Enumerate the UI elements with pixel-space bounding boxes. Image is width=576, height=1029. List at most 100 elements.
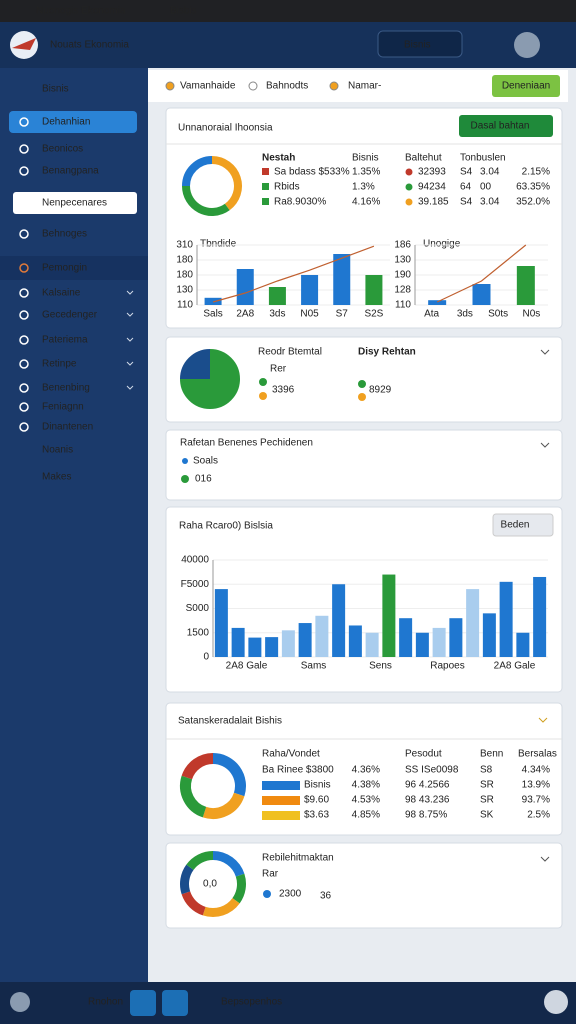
table-cell: 39.185 bbox=[418, 197, 449, 208]
table-cell: Rbids bbox=[274, 182, 300, 193]
y-tick-label: 130 bbox=[176, 285, 193, 296]
nav-item[interactable]: Dinantenen bbox=[42, 422, 93, 433]
table-cell: Bisnis bbox=[304, 780, 331, 791]
donut-segment bbox=[202, 897, 240, 917]
tab-icon bbox=[165, 81, 175, 91]
kpi-suffix: 36 bbox=[320, 891, 332, 902]
bar bbox=[265, 637, 279, 657]
kpi-value: 3396 bbox=[272, 385, 295, 396]
nav-item[interactable]: Beonicos bbox=[42, 144, 83, 155]
kpi-value: 016 bbox=[195, 474, 212, 485]
bar bbox=[268, 287, 286, 305]
app-title: Nouats Ekonomia bbox=[50, 40, 129, 51]
logo-mark bbox=[12, 38, 36, 50]
tab-button-label[interactable]: Deneniaan bbox=[502, 81, 550, 92]
header-button[interactable] bbox=[377, 30, 463, 58]
taskbar-item[interactable]: Bepsopenhos bbox=[221, 997, 282, 1008]
table-cell: 1.35% bbox=[352, 167, 380, 178]
card bbox=[165, 107, 563, 329]
task-icon[interactable] bbox=[130, 990, 156, 1016]
donut-segment bbox=[202, 792, 245, 819]
avatar[interactable] bbox=[514, 32, 540, 58]
table-header: Benn bbox=[480, 749, 503, 760]
nav-item[interactable]: Benangpana bbox=[42, 166, 99, 177]
browser-tab: Nuonogis Ekonomia bbox=[36, 6, 126, 17]
table-cell: 94234 bbox=[418, 182, 446, 193]
tab-button[interactable] bbox=[492, 75, 560, 97]
nav-item[interactable]: Pateriema bbox=[42, 335, 88, 346]
nav-item[interactable]: Retinpe bbox=[42, 359, 77, 370]
donut-segment bbox=[180, 864, 194, 895]
card-button[interactable] bbox=[492, 513, 554, 537]
table-cell: S4 bbox=[460, 197, 473, 208]
bar bbox=[382, 574, 396, 657]
nav-item[interactable]: Gecedenger bbox=[42, 310, 98, 321]
y-tick-label: 110 bbox=[395, 300, 411, 311]
chart-title: Tbndide bbox=[200, 239, 237, 250]
tab-icon bbox=[329, 81, 339, 91]
y-tick-label: 186 bbox=[394, 240, 411, 251]
tab-icon bbox=[248, 81, 258, 91]
legend-label: Rar bbox=[262, 869, 279, 880]
card-title: Reodr Btemtal bbox=[258, 347, 322, 358]
x-tick-label: N05 bbox=[300, 309, 319, 320]
task-icon[interactable] bbox=[544, 990, 568, 1014]
nav-item[interactable]: Pemongin bbox=[42, 263, 87, 274]
kpi-value: 2300 bbox=[279, 889, 302, 900]
chevron bbox=[126, 337, 134, 342]
taskbar-item[interactable]: Rnohon bbox=[88, 997, 123, 1008]
nav-item[interactable]: Kalsaine bbox=[42, 288, 81, 299]
tab[interactable]: Namar- bbox=[348, 81, 381, 92]
tab[interactable]: Bahnodts bbox=[266, 81, 308, 92]
x-tick-label: S0ts bbox=[488, 309, 508, 320]
task-icon[interactable] bbox=[10, 992, 30, 1012]
y-tick-label: S000 bbox=[186, 603, 210, 614]
nav-active bbox=[9, 111, 137, 133]
bullet bbox=[259, 378, 267, 386]
swatch bbox=[262, 781, 300, 790]
chevron[interactable] bbox=[540, 349, 550, 355]
table-cell: 4.38% bbox=[352, 780, 380, 791]
y-tick-label: 40000 bbox=[181, 555, 209, 566]
chevron[interactable] bbox=[538, 717, 548, 723]
tab[interactable]: Vamanhaide bbox=[180, 81, 236, 92]
sidebar bbox=[0, 68, 148, 982]
nav-item[interactable]: Nenpecenares bbox=[42, 198, 107, 209]
table-cell: 00 bbox=[480, 182, 492, 193]
nav-item[interactable]: Noanis bbox=[42, 445, 73, 456]
nav-icon bbox=[19, 263, 29, 273]
nav-item[interactable]: Benenbing bbox=[42, 383, 90, 394]
chevron[interactable] bbox=[540, 856, 550, 862]
table-cell: S4 bbox=[460, 167, 473, 178]
card-button[interactable] bbox=[459, 115, 553, 137]
nav-item[interactable]: Feniagnn bbox=[42, 402, 84, 413]
card-button-label[interactable]: Beden bbox=[501, 520, 530, 531]
bullet bbox=[358, 380, 366, 388]
nav-item[interactable]: Behnoges bbox=[42, 229, 87, 240]
swatch bbox=[262, 183, 269, 190]
card-title: Raha Rcaro0) Bislsia bbox=[179, 521, 273, 532]
table-header: Pesodut bbox=[405, 749, 442, 760]
table-cell: 3.04 bbox=[480, 197, 500, 208]
bullet bbox=[358, 393, 366, 401]
table-header: Tonbuslen bbox=[460, 153, 506, 164]
task-icon[interactable] bbox=[162, 990, 188, 1016]
chevron[interactable] bbox=[540, 442, 550, 448]
bar bbox=[472, 284, 491, 305]
x-tick-label: S7 bbox=[336, 309, 349, 320]
bar bbox=[332, 584, 346, 657]
nav-item[interactable]: Makes bbox=[42, 472, 71, 483]
table-cell: 4.16% bbox=[352, 197, 380, 208]
y-tick-label: 128 bbox=[394, 285, 411, 296]
table-cell: $3.63 bbox=[304, 810, 329, 821]
chevron bbox=[126, 290, 134, 295]
header-button-label[interactable]: Bisnis bbox=[404, 40, 431, 51]
table-cell: 2.5% bbox=[527, 810, 550, 821]
donut-segment bbox=[186, 851, 214, 871]
bar bbox=[301, 275, 319, 305]
table-cell: SR bbox=[480, 780, 494, 791]
table-header: Bersalas bbox=[518, 749, 557, 760]
card-button-label[interactable]: Dasal bahtan bbox=[471, 121, 530, 132]
nav-item[interactable]: Dehanhian bbox=[42, 117, 90, 128]
nav-icon bbox=[19, 359, 29, 369]
